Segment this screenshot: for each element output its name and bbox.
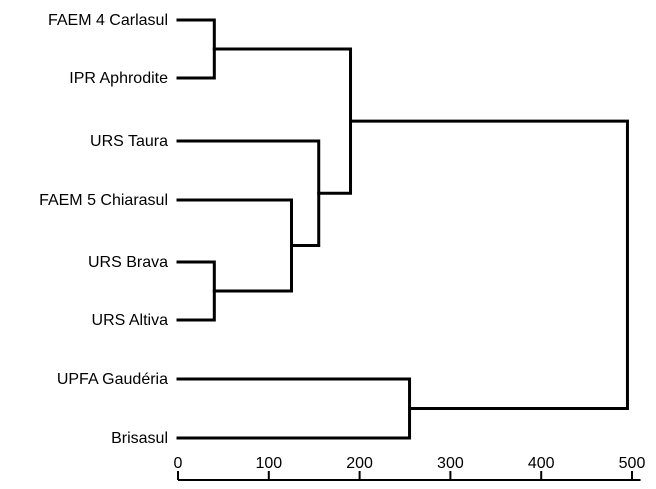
leaf-label: FAEM 4 Carlasul (48, 12, 168, 29)
axis-tick-label: 100 (255, 455, 282, 472)
dendrogram-links (176, 18, 629, 440)
leaf-label: URS Taura (90, 133, 168, 150)
axis-tick-label: 300 (437, 455, 464, 472)
leaf-label: URS Brava (88, 254, 168, 271)
dendrogram-link (176, 377, 412, 440)
dendrogram-link (349, 119, 629, 410)
axis-tick-label: 0 (174, 455, 183, 472)
axis-tick-label: 500 (619, 455, 646, 472)
dendrogram-link (176, 18, 216, 80)
leaf-label: FAEM 5 Chiarasul (39, 192, 168, 209)
axis-tick-label: 200 (346, 455, 373, 472)
leaf-label: URS Altiva (92, 312, 169, 329)
leaf-label: IPR Aphrodite (69, 70, 168, 87)
dendrogram-link (212, 47, 353, 195)
x-axis: 0 100 200 300 400 500 (174, 455, 646, 481)
leaf-label: UPFA Gaudéria (57, 371, 168, 388)
dendrogram-link (176, 260, 216, 322)
dendrogram-link (176, 139, 321, 247)
axis-tick-label: 400 (528, 455, 555, 472)
dendrogram-link (176, 198, 293, 293)
leaf-label: Brisasul (111, 430, 168, 447)
leaf-labels: FAEM 4 Carlasul IPR Aphrodite URS Taura FAE… (39, 12, 168, 447)
